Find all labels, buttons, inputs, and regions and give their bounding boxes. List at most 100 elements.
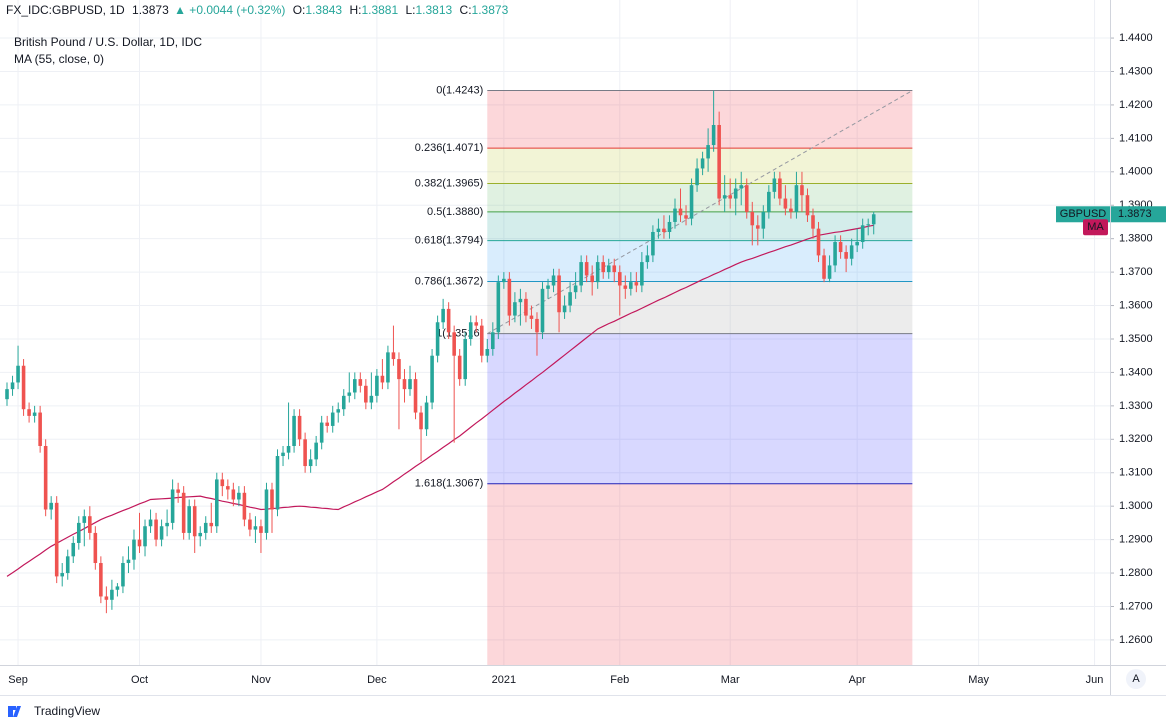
candle-body [165,522,169,527]
auto-scale-button[interactable]: A [1126,669,1146,689]
candle-body [816,228,821,256]
candle-body [347,392,352,396]
ma-tag-bg [1083,219,1108,236]
last-price: 1.3873 [132,3,169,17]
candle-body [402,379,407,390]
candle-body [656,228,661,232]
auto-scale-bg[interactable] [1126,669,1146,689]
candle-body [750,211,755,226]
plot-area: 0(1.4243) 0.236(1.4071) 0.382(1.3965) 0.5(1… [0,0,1110,665]
candle-body [292,415,296,446]
candle-body [651,231,655,256]
candle-body [722,195,727,199]
candle-body [54,502,59,577]
fib-label: 0(1.4243) [436,84,483,96]
candle-body [540,288,545,333]
auto-scale-label[interactable]: A [1132,673,1140,685]
candle-body [88,516,92,533]
candle-body [330,412,335,426]
fib-zone [487,281,913,334]
candle-body [579,262,583,286]
fib-label: 0.382(1.3965) [415,177,484,189]
candle-body [739,185,744,189]
candle-body [121,563,125,587]
y-tick-label: 1.2700 [1119,600,1153,612]
fib-zone [487,240,913,282]
candle-body [181,492,186,533]
header-line: FX_IDC:GBPUSD, 1D 1.3873 ▲ +0.0044 (+0.3… [6,3,509,17]
candle-body [286,445,291,453]
candle-body [800,185,804,196]
candle-body [408,379,412,390]
candle-body [761,211,766,229]
candle-body [778,178,782,199]
candle-body [662,228,666,232]
candle-body [154,519,158,540]
ohlc-label: L: [405,3,415,17]
candle-body [248,519,252,530]
candle-body [419,412,423,430]
candle-body [695,168,699,186]
candle-body [866,224,870,226]
candle-body [209,522,214,527]
candle-body [413,379,418,413]
candle-body [49,502,53,510]
candle-body [82,516,87,523]
candle-body [684,215,688,219]
y-tick-label: 1.4300 [1119,65,1153,77]
x-tick-label: Oct [131,674,148,686]
candle-body [303,439,307,467]
candle-body [253,526,258,530]
candle-body [424,402,429,430]
candle-body [270,489,274,510]
candle-body [314,442,318,460]
brand: TradingView [8,704,100,718]
candle-body [441,308,445,323]
candle-body [827,265,832,279]
fib-zone [487,90,913,149]
candle-body [452,332,456,356]
candle-body [170,489,175,523]
fib-zone [487,483,913,665]
candle-body [231,489,236,500]
candle-body [623,285,628,289]
candle-body [369,395,374,403]
candle-body [237,492,241,500]
candle-body [220,479,225,487]
candle-body [700,158,705,169]
candle-body [518,298,523,303]
x-tick-label: May [968,674,989,686]
candle-body [21,365,26,410]
axes: 1.2600 1.2700 1.2800 1.2900 1.3000 1.3100 1.32… [8,32,1166,686]
candle-body [341,395,346,410]
candle-body [645,255,650,263]
ohlc-label: O: [293,3,306,17]
candle-body [242,492,247,520]
candle-body [485,349,490,356]
candle-body [375,375,379,396]
candle-body [336,409,341,413]
candle-body [612,265,617,273]
candle-body [794,185,799,212]
ohlc-value: 1.3813 [416,3,453,17]
price-tag-value: 1.3873 [1118,208,1152,220]
y-tick-label: 1.3300 [1119,400,1153,412]
candle-body [148,519,153,527]
candle-body [457,355,462,380]
candle-body [32,412,37,416]
candle-body [27,409,31,416]
candle-body [617,272,622,286]
candle-body [601,262,606,273]
candle-body [187,506,191,533]
ohlc-label: H: [349,3,361,17]
y-tick-label: 1.3600 [1119,299,1153,311]
candle-body [104,596,109,600]
candle-body [838,242,843,253]
candle-body [71,542,76,557]
candle-body [297,415,302,440]
candle-body [353,379,357,393]
candle-body [805,195,810,216]
candle-body [529,315,534,319]
y-tick-label: 1.4200 [1119,99,1153,111]
